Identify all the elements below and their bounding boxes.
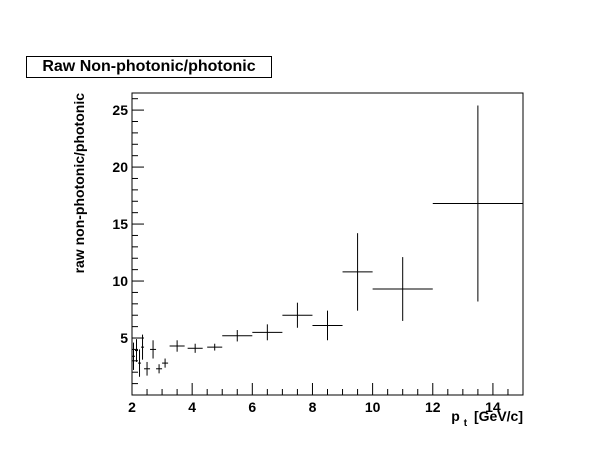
data-point — [207, 343, 223, 351]
x-tick-label: 6 — [248, 399, 256, 415]
x-axis-label-sub: t — [464, 418, 468, 429]
y-tick-label: 20 — [112, 159, 128, 175]
data-point — [141, 334, 145, 360]
x-axis-label-main: p — [451, 408, 460, 424]
data-point — [342, 233, 373, 311]
data-point — [222, 330, 253, 342]
data-point — [282, 302, 313, 328]
data-points — [132, 105, 523, 377]
y-tick-label: 25 — [112, 102, 128, 118]
y-tick-label: 5 — [120, 330, 128, 346]
data-point — [162, 358, 169, 368]
data-point — [312, 310, 343, 341]
data-point — [169, 340, 185, 352]
x-axis-label-unit: [GeV/c] — [474, 408, 523, 424]
y-axis-label: raw non-photonic/photonic — [71, 93, 87, 274]
data-point — [138, 349, 142, 377]
data-point — [156, 364, 163, 374]
x-tick-label: 8 — [309, 399, 317, 415]
x-tick-label: 2 — [128, 399, 136, 415]
data-point — [150, 340, 157, 359]
data-point — [252, 324, 283, 341]
x-tick-label: 4 — [188, 399, 196, 415]
x-tick-label: 10 — [365, 399, 381, 415]
y-axis-ticks: 5 10 15 20 25 — [112, 98, 144, 385]
y-tick-label: 15 — [112, 216, 128, 232]
data-point — [432, 105, 523, 302]
x-tick-label: 14 — [485, 399, 501, 415]
x-tick-label: 12 — [425, 399, 441, 415]
data-point — [372, 257, 433, 321]
x-axis-ticks: 2 4 6 8 10 12 14 — [128, 383, 524, 415]
data-point — [187, 343, 203, 353]
chart-title: Raw Non-photonic/photonic — [26, 56, 272, 78]
data-point — [135, 339, 139, 362]
data-point — [132, 342, 136, 370]
plot-frame — [131, 92, 524, 396]
y-tick-label: 10 — [112, 273, 128, 289]
x-axis-label: p t [GeV/c] — [451, 408, 523, 429]
data-point — [144, 361, 151, 376]
